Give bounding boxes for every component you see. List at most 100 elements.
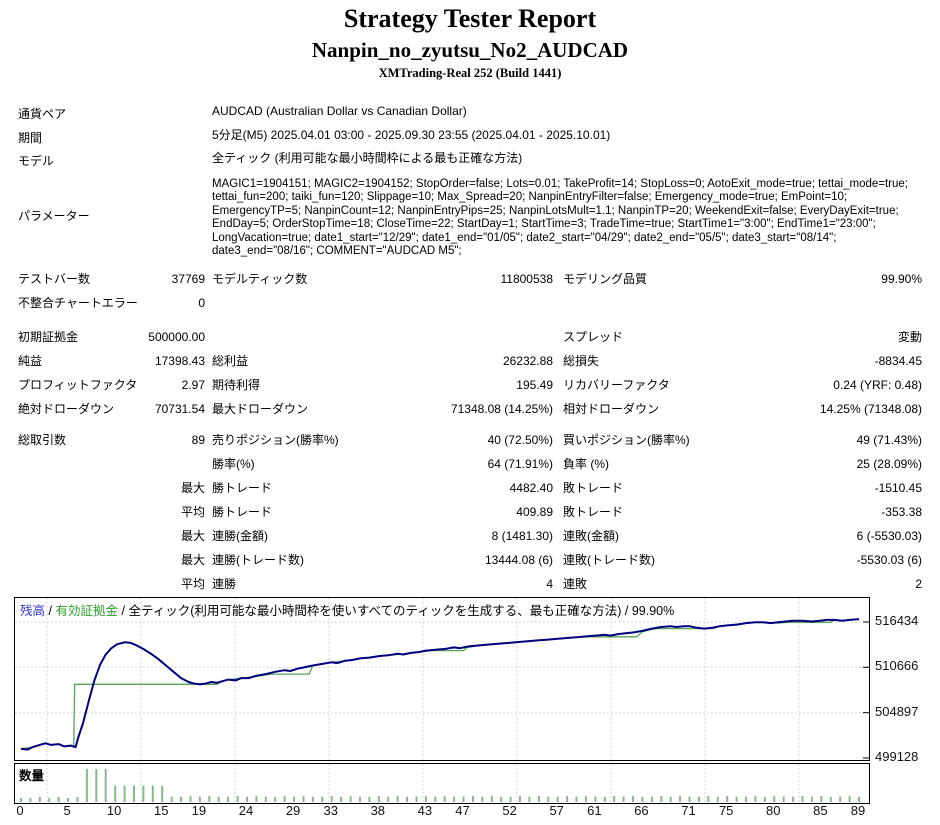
x-axis-tick-label: 15	[154, 803, 169, 818]
stat-label: スプレッド	[563, 330, 624, 344]
parameters-label: パラメーター	[18, 209, 90, 223]
stat-label: 総損失	[563, 354, 600, 368]
equity-line	[20, 618, 860, 750]
chart-legend: 残高 / 有効証拠金 / 全ティック(利用可能な最小時間枠を使いすべてのティック…	[20, 600, 674, 619]
stat-value: 最大	[180, 481, 205, 495]
legend-balance-label: 残高	[20, 604, 46, 618]
x-axis-tick-label: 10	[106, 803, 122, 818]
stat-label: モデリング品質	[563, 272, 648, 286]
x-axis-tick-label: 5	[63, 803, 71, 818]
stat-value: 11800538	[500, 272, 554, 286]
stat-value: 71348.08 (14.25%)	[450, 402, 553, 416]
stat-value: 25 (28.09%)	[856, 457, 922, 471]
stat-value: 2.97	[181, 378, 205, 392]
stat-label: 総利益	[212, 354, 249, 368]
volume-chart: 数量	[14, 763, 870, 804]
stat-label: 敗トレード	[563, 481, 624, 495]
legend-quality: 99.90%	[631, 604, 675, 618]
stat-label: 相対ドローダウン	[563, 402, 660, 416]
period-label: 期間	[18, 131, 43, 145]
stat-label: 不整合チャートエラー	[18, 296, 138, 310]
x-axis-tick-label: 61	[587, 803, 602, 818]
legend-model-text: 全ティック(利用可能な最小時間枠を使いすべてのティックを生成する、最も正確な方法…	[128, 604, 622, 618]
period-value: 5分足(M5) 2025.04.01 03:00 - 2025.09.30 23…	[212, 128, 611, 142]
stat-value: -5530.03 (6)	[856, 553, 922, 567]
stat-value: 40 (72.50%)	[487, 433, 553, 447]
balance-chart: 残高 / 有効証拠金 / 全ティック(利用可能な最小時間枠を使いすべてのティック…	[14, 597, 870, 761]
legend-separator-1: /	[48, 604, 52, 618]
stat-value: 0.24 (YRF: 0.48)	[833, 378, 922, 392]
x-axis-tick-label: 66	[634, 803, 649, 818]
x-axis-tick-label: 0	[16, 803, 24, 818]
stat-value: 409.89	[516, 505, 553, 519]
stat-value: 平均	[180, 577, 205, 591]
stat-label: プロフィットファクタ	[18, 378, 138, 392]
stat-value: 変動	[897, 330, 922, 344]
stat-label: 勝トレード	[212, 481, 273, 495]
x-axis-tick-label: 89	[850, 803, 866, 818]
stat-value: 49 (71.43%)	[856, 433, 922, 447]
stat-value: 99.90%	[881, 272, 922, 286]
stat-value: 14.25% (71348.08)	[819, 402, 922, 416]
legend-separator-3: /	[624, 604, 629, 618]
stat-value: 195.49	[516, 378, 553, 392]
volume-chart-canvas	[20, 764, 860, 803]
stat-value: 500000.00	[148, 330, 205, 344]
stat-value: 26232.88	[502, 354, 553, 368]
x-axis-tick-label: 43	[417, 803, 433, 818]
stat-label: 買いポジション(勝率%)	[563, 433, 690, 447]
model-label: モデル	[18, 154, 55, 168]
stat-value: 89	[191, 433, 205, 447]
stat-label: 初期証拠金	[18, 330, 79, 344]
stat-label: 連勝	[212, 577, 237, 591]
x-axis-tick-label: 47	[455, 803, 470, 818]
stat-value: -353.38	[881, 505, 922, 519]
legend-equity-label: 有効証拠金	[55, 604, 118, 618]
stat-value: 4	[546, 577, 553, 591]
x-axis-tick-label: 52	[502, 803, 517, 818]
volume-label: 数量	[19, 769, 45, 783]
stat-value: 4482.40	[509, 481, 553, 495]
stat-label: 最大ドローダウン	[212, 402, 309, 416]
stat-value: 64 (71.91%)	[487, 457, 553, 471]
x-axis-tick-label: 80	[766, 803, 781, 818]
y-axis-tick-label: 499128	[875, 749, 919, 764]
x-axis-tick-label: 85	[813, 803, 828, 818]
balance-line	[20, 618, 860, 751]
stat-value: 最大	[180, 553, 205, 567]
stat-label: モデルティック数	[212, 272, 308, 286]
stat-label: 連勝(金額)	[212, 529, 268, 543]
server-info: XMTrading-Real 252 (Build 1441)	[378, 66, 562, 80]
stat-label: テストバー数	[18, 272, 91, 286]
stat-value: 0	[198, 296, 205, 310]
stat-label: 期待利得	[212, 378, 261, 392]
stat-label: 敗トレード	[563, 505, 624, 519]
stat-label: 連敗	[563, 577, 588, 591]
x-axis-tick-label: 19	[191, 803, 207, 818]
x-axis-tick-label: 57	[549, 803, 564, 818]
y-axis-tick-label: 504897	[875, 703, 919, 719]
parameters-value: MAGIC1=1904151; MAGIC2=1904152; StopOrde…	[212, 178, 908, 258]
page-title: Strategy Tester Report	[343, 4, 597, 33]
stat-value: 13444.08 (6)	[484, 553, 553, 567]
stat-value: 最大	[180, 529, 205, 543]
stat-label: 連敗(金額)	[563, 529, 619, 543]
x-axis-tick-label: 33	[323, 803, 338, 818]
stat-label: 勝トレード	[212, 505, 273, 519]
stat-label: 連敗(トレード数)	[563, 553, 655, 567]
stat-value: 2	[915, 577, 922, 591]
stat-label: 絶対ドローダウン	[18, 402, 115, 416]
stat-value: 17398.43	[154, 354, 205, 368]
stat-value: -8834.45	[874, 354, 922, 368]
y-axis-tick-label: 516434	[875, 613, 919, 628]
stat-label: 負率 (%)	[563, 457, 609, 471]
stat-label: 総取引数	[18, 433, 67, 447]
x-axis-tick-label: 38	[370, 803, 386, 818]
x-axis-tick-label: 24	[238, 803, 254, 818]
strategy-name: Nanpin_no_zyutsu_No2_AUDCAD	[311, 38, 629, 62]
x-axis-tick-label: 29	[285, 803, 301, 818]
stat-value: 37769	[171, 272, 205, 286]
stat-value: 平均	[180, 505, 205, 519]
stat-value: 8 (1481.30)	[491, 529, 553, 543]
